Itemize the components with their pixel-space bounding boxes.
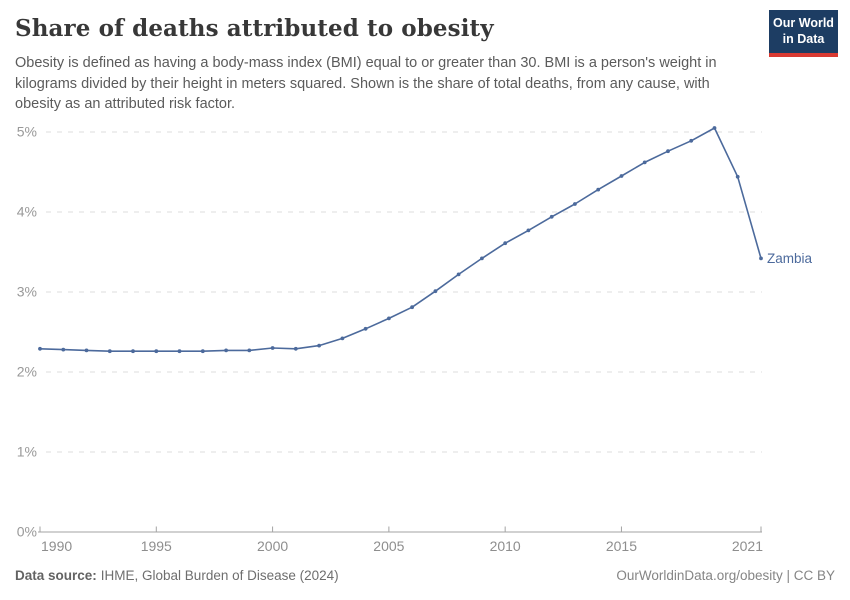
data-point bbox=[84, 348, 89, 353]
x-tick-label: 2015 bbox=[606, 538, 637, 554]
data-point bbox=[61, 347, 66, 352]
data-source-text: IHME, Global Burden of Disease (2024) bbox=[100, 568, 339, 583]
data-point bbox=[247, 348, 252, 353]
data-point bbox=[293, 346, 298, 351]
data-point bbox=[689, 138, 694, 143]
data-point bbox=[596, 187, 601, 192]
x-tick-label: 2000 bbox=[257, 538, 288, 554]
data-point bbox=[526, 228, 531, 233]
owid-logo: Our World in Data bbox=[769, 10, 838, 57]
data-point bbox=[456, 272, 461, 277]
data-point bbox=[340, 336, 345, 341]
data-point bbox=[200, 349, 205, 354]
owid-logo-line1: Our World bbox=[773, 16, 834, 30]
data-point bbox=[410, 305, 414, 310]
data-point bbox=[735, 174, 740, 179]
data-point bbox=[480, 256, 484, 261]
x-tick-label: 1995 bbox=[141, 538, 172, 554]
x-tick-label: 2021 bbox=[732, 538, 763, 554]
trend-line bbox=[39, 127, 762, 352]
chart-title: Share of deaths attributed to obesity bbox=[15, 15, 494, 42]
data-point bbox=[131, 349, 135, 354]
data-point bbox=[503, 241, 508, 246]
attribution-link[interactable]: OurWorldinData.org/obesity | CC BY bbox=[616, 568, 835, 583]
data-point bbox=[363, 326, 368, 331]
data-point bbox=[107, 349, 112, 354]
data-point bbox=[666, 149, 670, 154]
data-source: Data source: IHME, Global Burden of Disea… bbox=[15, 568, 339, 583]
data-source-label: Data source: bbox=[15, 568, 97, 583]
y-tick-label: 4% bbox=[17, 204, 37, 220]
data-point bbox=[154, 349, 159, 354]
y-tick-label: 0% bbox=[17, 524, 37, 540]
data-point bbox=[712, 126, 717, 130]
y-tick-label: 2% bbox=[17, 364, 37, 380]
data-point bbox=[573, 202, 577, 206]
data-point bbox=[549, 214, 554, 219]
data-point bbox=[224, 348, 229, 353]
data-point bbox=[177, 349, 182, 354]
data-point bbox=[317, 343, 321, 348]
data-point bbox=[619, 174, 624, 178]
y-tick-label: 1% bbox=[17, 444, 37, 460]
data-point bbox=[433, 289, 438, 294]
data-point bbox=[270, 346, 275, 350]
y-tick-label: 3% bbox=[17, 284, 37, 300]
data-point bbox=[387, 316, 391, 321]
data-point bbox=[759, 256, 763, 261]
chart-subtitle: Obesity is defined as having a body-mass… bbox=[15, 55, 717, 113]
x-tick-label: 2010 bbox=[490, 538, 521, 554]
y-tick-label: 5% bbox=[17, 124, 37, 140]
entity-label: Zambia bbox=[767, 251, 813, 266]
data-point bbox=[38, 346, 42, 351]
x-tick-label: 2005 bbox=[373, 538, 404, 554]
owid-logo-line2: in Data bbox=[782, 31, 825, 46]
chart-footer: Data source: IHME, Global Burden of Disea… bbox=[15, 568, 835, 583]
x-tick-label: 1990 bbox=[41, 538, 72, 554]
data-point bbox=[642, 160, 647, 165]
